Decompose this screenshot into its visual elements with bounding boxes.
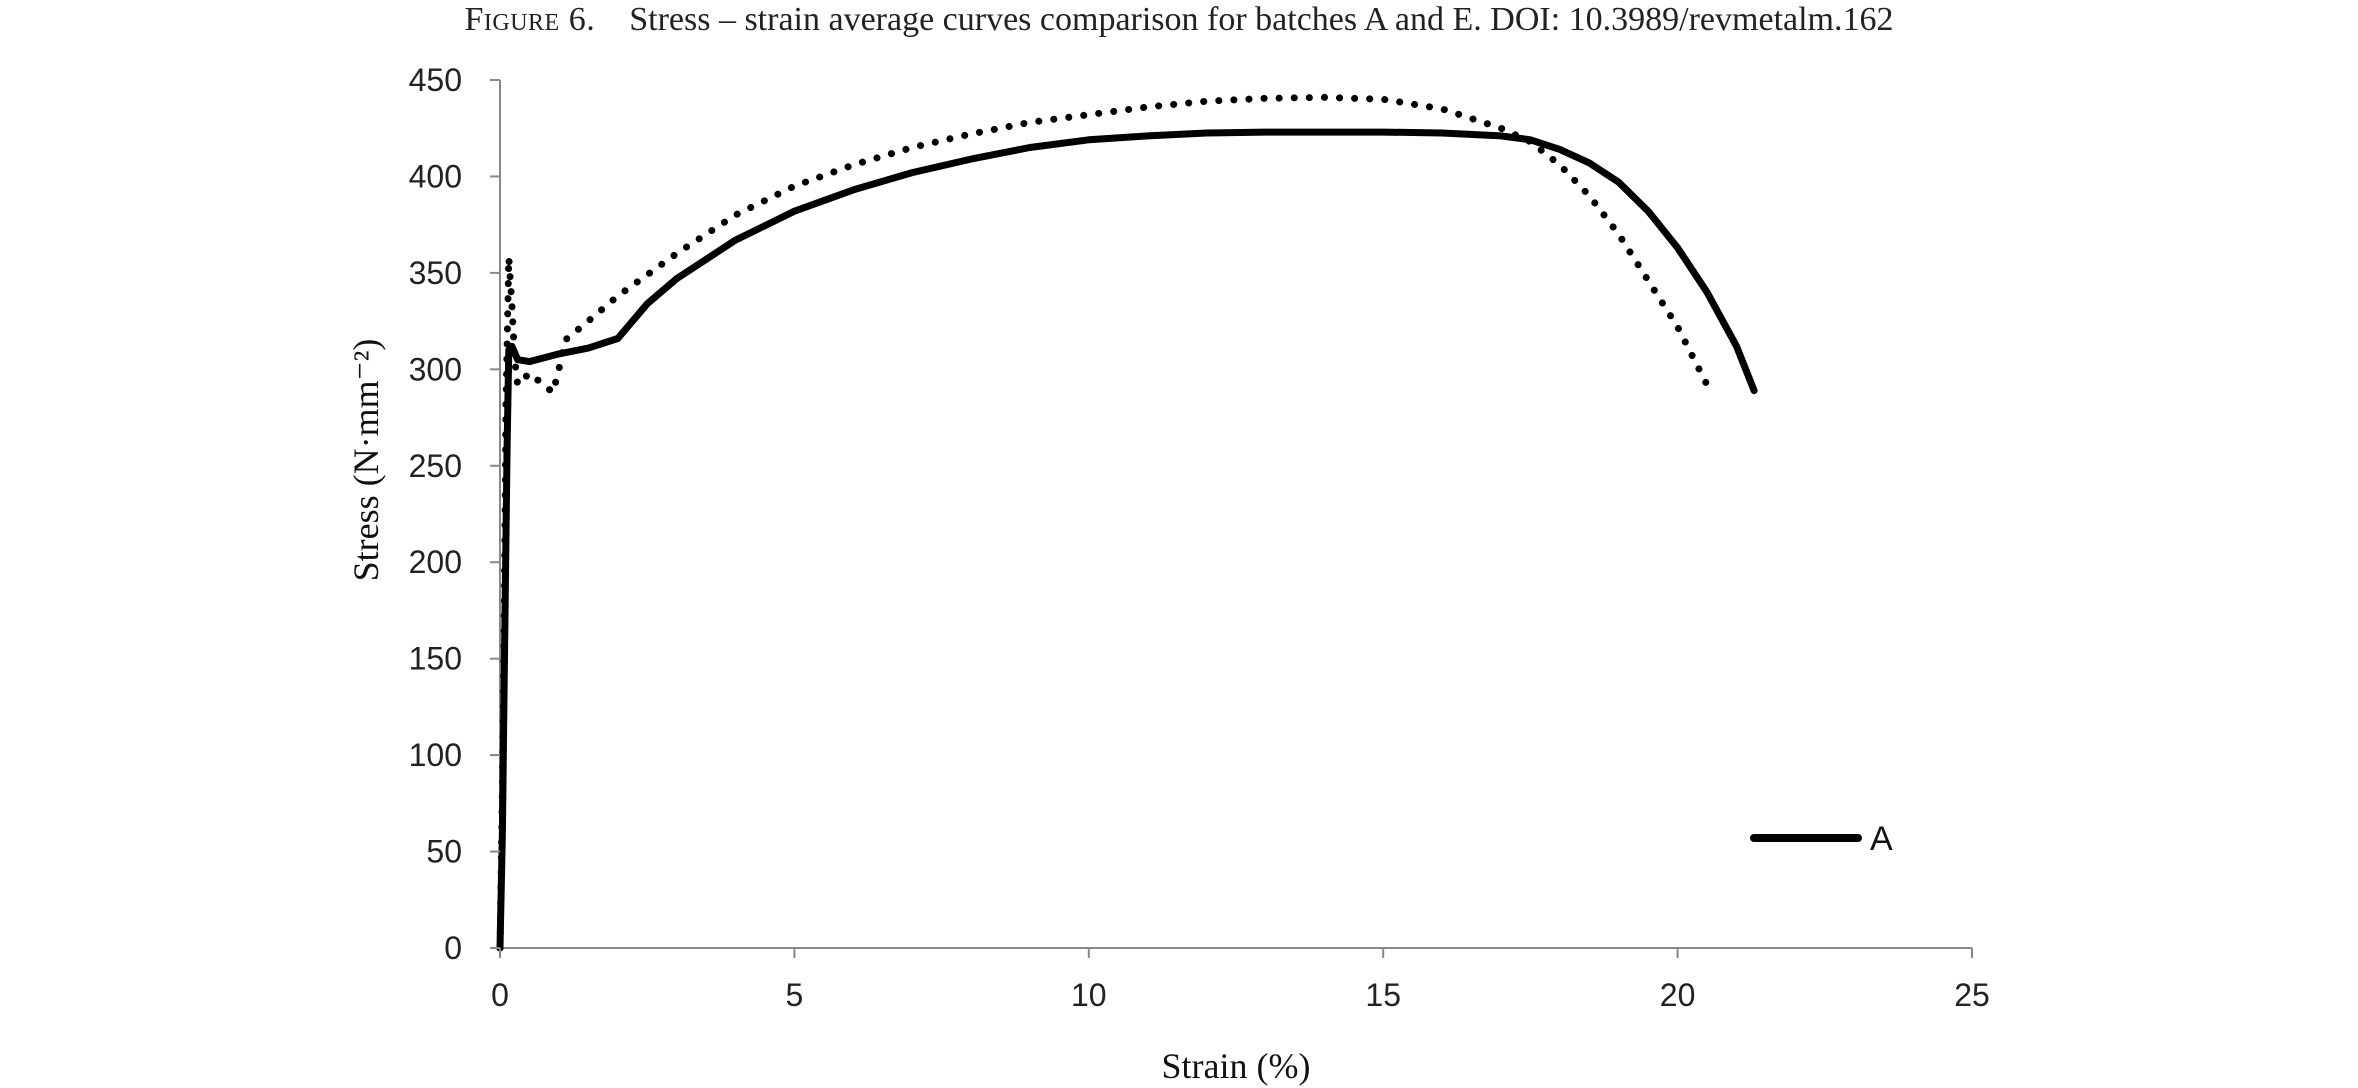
- x-tick-label: 20: [1660, 977, 1696, 1013]
- x-axis-title: Strain (%): [1162, 1046, 1311, 1086]
- x-tick-label: 5: [786, 977, 804, 1013]
- x-axis-ticks: 0 5 10 15 20 25: [491, 948, 1990, 1013]
- legend: A: [1750, 820, 1893, 858]
- y-tick-label: 350: [409, 255, 462, 291]
- x-tick-label: 10: [1071, 977, 1107, 1013]
- y-tick-label: 200: [409, 544, 462, 580]
- y-tick-label: 250: [409, 448, 462, 484]
- plot-area: [496, 80, 1972, 952]
- y-tick-label: 450: [409, 62, 462, 98]
- x-tick-label: 25: [1954, 977, 1990, 1013]
- y-tick-label: 100: [409, 737, 462, 773]
- legend-label: A: [1870, 820, 1893, 858]
- y-axis-title: Stress (N·mm⁻²): [346, 339, 386, 582]
- y-tick-label: 400: [409, 158, 462, 194]
- series-line-a: [496, 128, 1758, 952]
- y-tick-label: 50: [426, 834, 462, 870]
- x-tick-label: 0: [491, 977, 509, 1013]
- y-tick-label: 0: [444, 930, 462, 966]
- figure-label: Figure 6.: [464, 1, 596, 38]
- y-axis-ticks: 0 50 100 150 200 250 300 350 400 450: [409, 62, 500, 966]
- series-line-e-dotted: [496, 93, 1711, 952]
- figure-caption-text: Stress – strain average curves compariso…: [629, 1, 1894, 38]
- y-tick-label: 300: [409, 351, 462, 387]
- y-tick-label: 150: [409, 641, 462, 677]
- x-tick-label: 15: [1365, 977, 1401, 1013]
- figure-caption: Figure 6. Stress – strain average curves…: [0, 0, 2358, 40]
